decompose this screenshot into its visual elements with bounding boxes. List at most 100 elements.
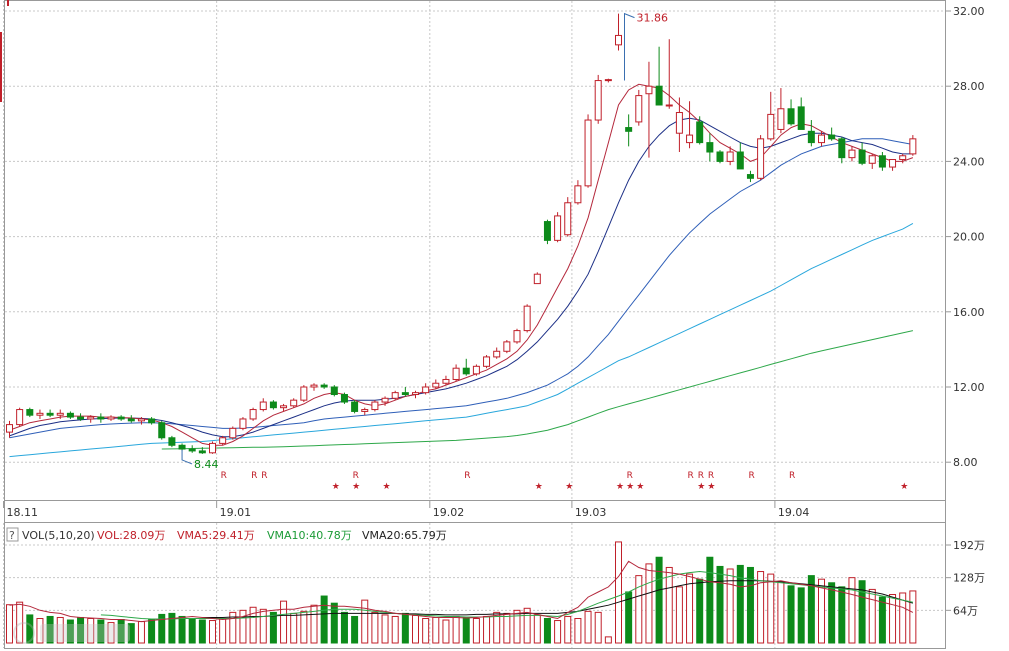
- candle-body: [818, 134, 825, 144]
- volume-bar: [807, 575, 815, 644]
- volume-bar: [290, 612, 298, 644]
- volume-panel-frame: [4, 522, 946, 649]
- volume-bar: [6, 604, 13, 644]
- volume-bar: [513, 609, 521, 644]
- candle-body: [706, 142, 714, 153]
- volume-bar: [442, 619, 450, 644]
- volume-average-lines: [9, 560, 914, 623]
- volume-legend: ? VOL(5,10,20) VOL:28.09万 VMA5:29.41万 VM…: [6, 527, 447, 542]
- volume-axis: 192万 128万 64万: [945, 539, 985, 617]
- candle-body: [381, 397, 389, 403]
- candle-body: [797, 106, 805, 130]
- vol-legend-vma5: VMA5:29.41万: [177, 529, 255, 542]
- volume-bar: [858, 580, 866, 644]
- marker-r: R: [627, 471, 633, 481]
- volume-bar: [229, 611, 237, 644]
- volume-bar: [391, 615, 399, 644]
- volume-bar: [493, 611, 501, 644]
- top-left-marker: [7, 0, 9, 6]
- volume-bar: [533, 614, 541, 644]
- candle-body: [594, 80, 602, 121]
- volume-bar: [432, 616, 440, 644]
- volume-bar: [330, 602, 338, 644]
- candle-body: [615, 34, 622, 46]
- candle-body: [269, 401, 277, 409]
- vma5-line: [9, 560, 914, 623]
- candle-body: [412, 392, 419, 396]
- volume-bar: [269, 611, 277, 644]
- volume-bar: [706, 556, 714, 644]
- volume-gridlines: [3, 523, 945, 648]
- volume-bar: [198, 619, 206, 644]
- candle-body: [686, 134, 694, 144]
- volume-bar: [462, 616, 470, 644]
- candle-body: [848, 149, 856, 159]
- volume-bar: [868, 588, 876, 644]
- volume-bar: [777, 581, 785, 644]
- volume-bar: [848, 577, 856, 644]
- volume-bar: [797, 587, 805, 644]
- ma-line-blue: [9, 138, 913, 439]
- candle-body: [746, 174, 754, 179]
- low-leader-line: [181, 449, 193, 465]
- candle-body: [625, 127, 633, 132]
- volume-bar: [736, 564, 744, 644]
- candle-body: [472, 365, 480, 375]
- candle-body: [635, 95, 643, 123]
- candle-body: [229, 427, 237, 439]
- candle-body: [726, 151, 734, 162]
- candle-body: [330, 386, 338, 396]
- volume-bar: [381, 614, 389, 644]
- volume-bar: [543, 618, 551, 644]
- volume-bar: [168, 612, 176, 644]
- volume-bar: [452, 615, 460, 644]
- price-gridlines: [3, 1, 945, 500]
- candle-body: [310, 384, 318, 388]
- candle-body: [503, 341, 511, 352]
- marker-star: ★: [535, 482, 543, 492]
- candle-body: [391, 392, 399, 399]
- candle-body: [56, 412, 64, 416]
- date-tick-label: 18.11: [7, 506, 39, 519]
- candle-body: [564, 202, 572, 236]
- low-label: 8.44: [194, 458, 219, 471]
- volume-bar: [615, 541, 622, 644]
- marker-star: ★: [616, 482, 624, 492]
- low-annotation: 8.44: [181, 449, 219, 471]
- high-leader-line: [624, 12, 635, 81]
- candle-body: [361, 409, 369, 412]
- candle-body: [777, 108, 785, 130]
- candle-body: [807, 130, 815, 144]
- candle-body: [442, 378, 450, 384]
- candle-body: [36, 412, 44, 416]
- candle-body: [574, 185, 582, 204]
- volume-bar: [127, 623, 135, 644]
- candle-body: [452, 367, 460, 380]
- volume-bar: [828, 582, 836, 644]
- volume-bar: [219, 618, 227, 644]
- date-tick-label: 19.02: [433, 506, 465, 519]
- marker-r: R: [464, 471, 470, 481]
- price-tick-label: 16.00: [953, 306, 985, 319]
- candle-body: [340, 394, 348, 403]
- left-edge-marker: [0, 32, 2, 102]
- candle-body: [26, 409, 34, 416]
- volume-bar: [584, 610, 592, 644]
- candle-body: [889, 159, 897, 168]
- volume-bar: [483, 615, 491, 644]
- volume-panel[interactable]: 192万 128万 64万 ? VOL(5,10,20) VOL:28.09万 VM…: [3, 522, 986, 649]
- candle-body: [543, 221, 551, 241]
- marker-star: ★: [707, 482, 715, 492]
- candle-body: [757, 138, 765, 179]
- candle-body: [554, 215, 562, 241]
- candle-body: [533, 273, 541, 285]
- help-box[interactable]: [6, 527, 19, 542]
- volume-bar: [503, 612, 511, 644]
- volume-bar: [158, 613, 166, 644]
- volume-bar: [26, 614, 34, 644]
- marker-r: R: [708, 471, 714, 481]
- watermark-text-block: [40, 624, 130, 642]
- volume-bar: [361, 599, 369, 644]
